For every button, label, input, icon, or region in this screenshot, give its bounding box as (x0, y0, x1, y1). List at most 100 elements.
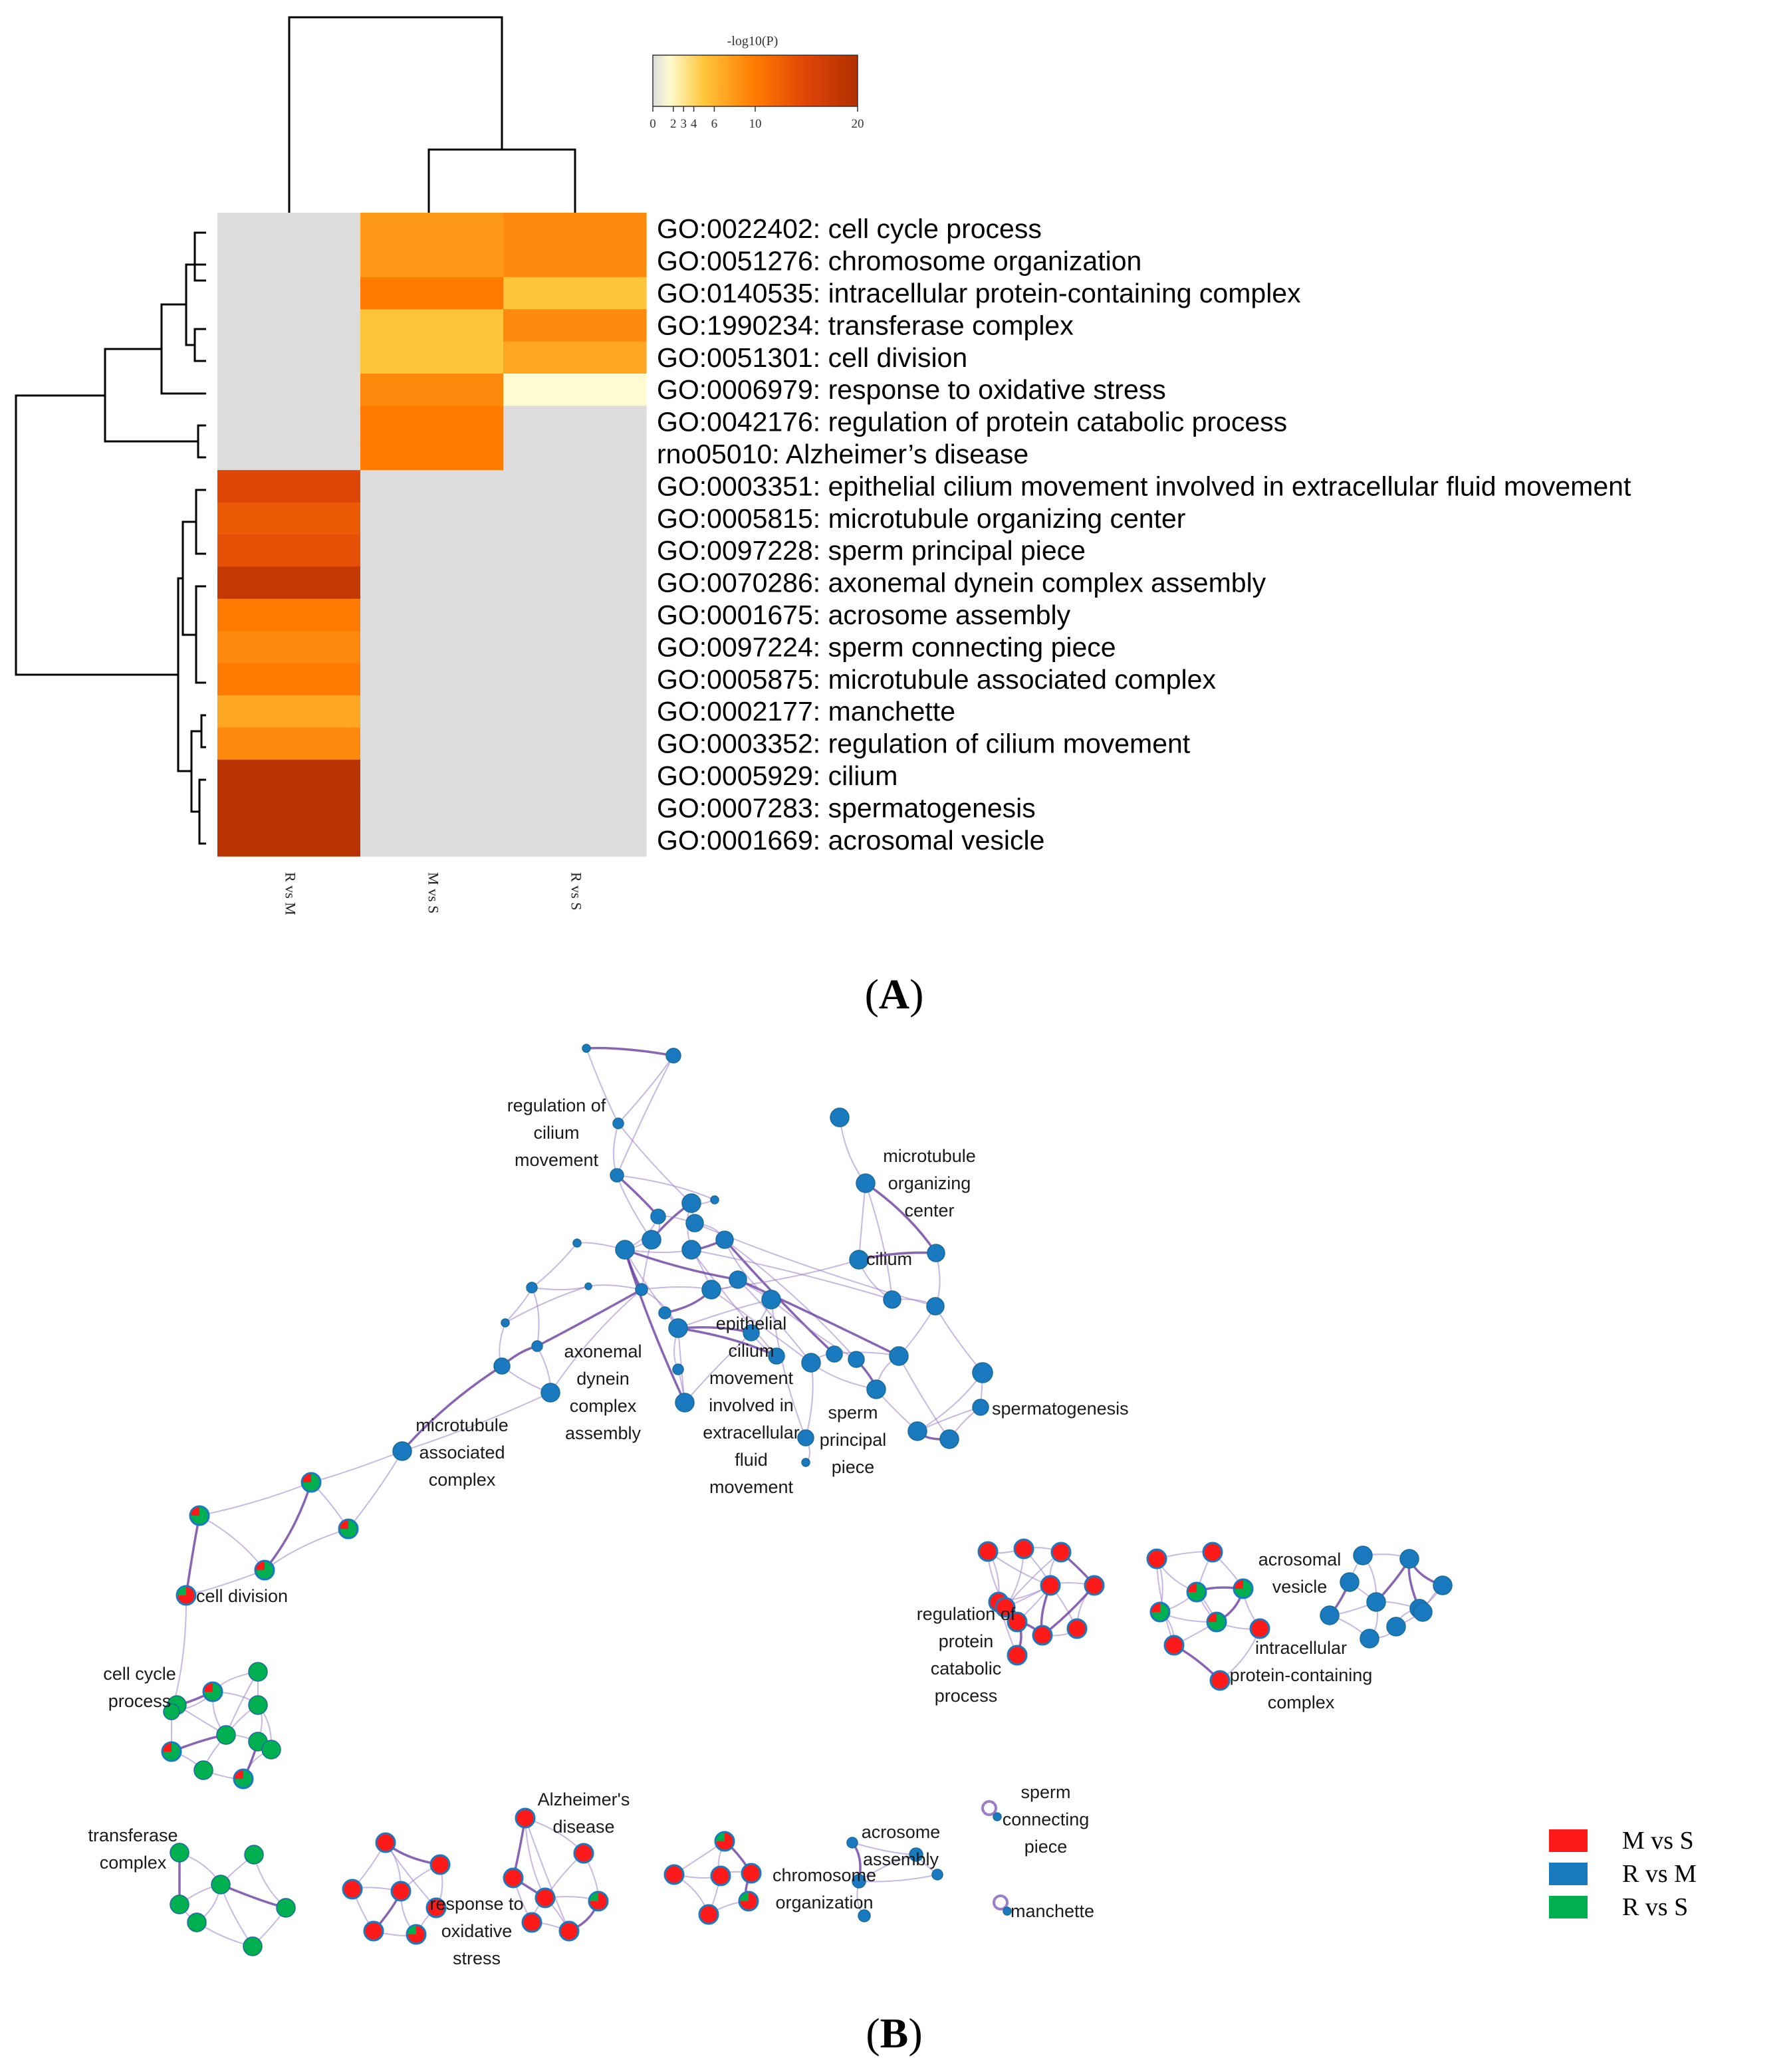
network-node (187, 1912, 207, 1932)
heatmap-cell (360, 309, 504, 342)
network-node (1360, 1629, 1379, 1649)
network-label-reg-protein: regulation of protein catabolic process (917, 1604, 1016, 1706)
network-node (665, 1048, 681, 1064)
network-edge (505, 1286, 589, 1324)
network-edge (531, 1242, 578, 1288)
network-label-cilium: cilium (866, 1249, 912, 1269)
heatmap-cell (217, 695, 361, 728)
network-node (1084, 1575, 1105, 1596)
network-edge (531, 1287, 540, 1347)
network-node (909, 1847, 923, 1862)
network-edge (586, 1046, 674, 1057)
network-edge (624, 1248, 739, 1281)
network-node (582, 1044, 591, 1053)
heatmap-cell (217, 598, 361, 632)
network-node (826, 1345, 843, 1363)
heatmap-column-label: M vs S (425, 872, 441, 913)
network-node (610, 1168, 624, 1183)
colorbar-tick-label: 10 (749, 117, 762, 131)
network-edge (220, 1883, 287, 1909)
network-label-reg-cilium: regulation of cilium movement (507, 1095, 606, 1170)
network-edge (525, 1817, 570, 1932)
legend-label: M vs S (1622, 1827, 1694, 1855)
network-node (572, 1238, 582, 1248)
network-node-slice (256, 1561, 265, 1570)
network-label-mt-assoc: microtubule associated complex (416, 1415, 509, 1490)
heatmap-cell (217, 534, 361, 567)
heatmap-cell (503, 309, 647, 342)
network-node (276, 1898, 296, 1918)
network-node (977, 1541, 999, 1562)
heatmap-cell (360, 759, 504, 792)
network-node (710, 1195, 719, 1205)
network-node (801, 1353, 821, 1373)
heatmap-cell (217, 374, 361, 406)
network-node (907, 1421, 927, 1441)
network-node (615, 1240, 635, 1260)
heatmap-cell (360, 405, 504, 439)
heatmap-cell (217, 824, 361, 857)
network-node (375, 1832, 396, 1853)
network-label-spermatogenesis: spermatogenesis (992, 1399, 1129, 1419)
network-edge (737, 1279, 812, 1363)
heatmap-panel: -log10(P) 0 2 3 4 6 10 20 GO:0022402: cell cyc… (15, 16, 1631, 1018)
heatmap-cell (360, 502, 504, 535)
heatmap-cell (217, 663, 361, 696)
network-label-alzheimer: Alzheimer's disease (538, 1789, 630, 1837)
heatmap-row-label: GO:0003352: regulation of cilium movemen… (657, 729, 1191, 759)
heatmap-cell (360, 598, 504, 632)
heatmap-cell (360, 663, 504, 696)
heatmap-column-label: R vs S (568, 872, 584, 910)
heatmap-row-label: GO:1990234: transferase complex (657, 310, 1074, 340)
network-node (993, 1812, 1002, 1821)
heatmap-cell (217, 470, 361, 503)
network-label-axonemal: axonemal dynein complex assembly (564, 1341, 642, 1443)
heatmap-row-label: GO:0003351: epithelial cilium movement i… (657, 471, 1631, 501)
heatmap-row-label: GO:0097228: sperm principal piece (657, 535, 1086, 566)
network-edge (199, 1515, 265, 1571)
heatmap-cell (503, 374, 647, 406)
network-node (883, 1290, 901, 1309)
network-node (1413, 1602, 1433, 1622)
network-edge (858, 1183, 866, 1260)
network-node (535, 1887, 556, 1908)
heatmap-row-labels: GO:0022402: cell cycle processGO:0051276… (657, 213, 1631, 856)
network-node (972, 1399, 989, 1416)
network-edge (401, 1365, 503, 1452)
network-edge (724, 1239, 857, 1360)
network-node (681, 1193, 701, 1213)
network-edge (616, 1175, 652, 1240)
network-edge (348, 1450, 403, 1530)
heatmap-cell (503, 213, 647, 245)
legend-label: R vs M (1622, 1860, 1697, 1888)
network-edge (616, 1055, 674, 1176)
network-node (1003, 1906, 1012, 1916)
network-node (248, 1695, 268, 1715)
heatmap-cell (217, 309, 361, 342)
network-node (1066, 1618, 1088, 1639)
network-node (1386, 1617, 1406, 1637)
network-node (1163, 1635, 1185, 1656)
network-node (584, 1282, 592, 1290)
heatmap-row-label: GO:0005875: microtubule associated compl… (657, 664, 1216, 695)
heatmap-cell (360, 470, 504, 503)
network-node (1209, 1670, 1231, 1691)
heatmap-column-label: R vs M (282, 872, 298, 915)
colorbar-tick-label: 2 (670, 117, 677, 131)
heatmap-row-label: GO:0006979: response to oxidative stress (657, 374, 1166, 405)
heatmap-cell (503, 341, 647, 374)
network-edge (935, 1306, 983, 1373)
heatmap-cell (217, 759, 361, 792)
network-node-slice (204, 1683, 213, 1692)
network-nodes (161, 1044, 1453, 1956)
network-node (1340, 1572, 1360, 1592)
network-label-principal: sperm principal piece (820, 1403, 887, 1477)
network-node (1146, 1548, 1167, 1569)
heatmap-cells (217, 213, 647, 857)
network-node (858, 1909, 871, 1922)
network-node (715, 1230, 734, 1249)
network-node-slice (191, 1507, 199, 1516)
network-node (856, 1173, 876, 1193)
network-edge (171, 1595, 187, 1712)
network-node (211, 1875, 231, 1895)
